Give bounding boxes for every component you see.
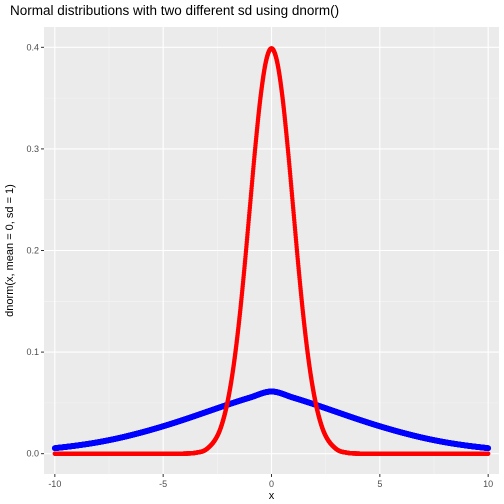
x-tick-label: -5 <box>159 479 167 489</box>
x-tick-label: 10 <box>483 479 493 489</box>
x-axis-title: x <box>269 490 275 502</box>
x-tick-label: 0 <box>269 479 274 489</box>
x-tick-label: -10 <box>48 479 61 489</box>
series-1 <box>52 46 491 456</box>
major-grid <box>44 27 499 474</box>
series-0-point <box>485 445 492 452</box>
y-tick-label: 0.1 <box>26 347 39 357</box>
y-axis-title: dnorm(x, mean = 0, sd = 1) <box>4 184 16 317</box>
series-1-point <box>485 451 491 456</box>
chart-title: Normal distributions with two different … <box>10 3 340 18</box>
y-tick-label: 0.3 <box>26 144 39 154</box>
y-axis: 0.0 0.1 0.2 0.3 0.4 <box>26 42 44 459</box>
y-tick-label: 0.0 <box>26 449 39 459</box>
y-tick-label: 0.2 <box>26 246 39 256</box>
series-layer <box>51 46 492 456</box>
x-tick-label: 5 <box>377 479 382 489</box>
y-tick-label: 0.4 <box>26 42 39 52</box>
x-axis: -10 -5 0 5 10 <box>48 474 493 489</box>
